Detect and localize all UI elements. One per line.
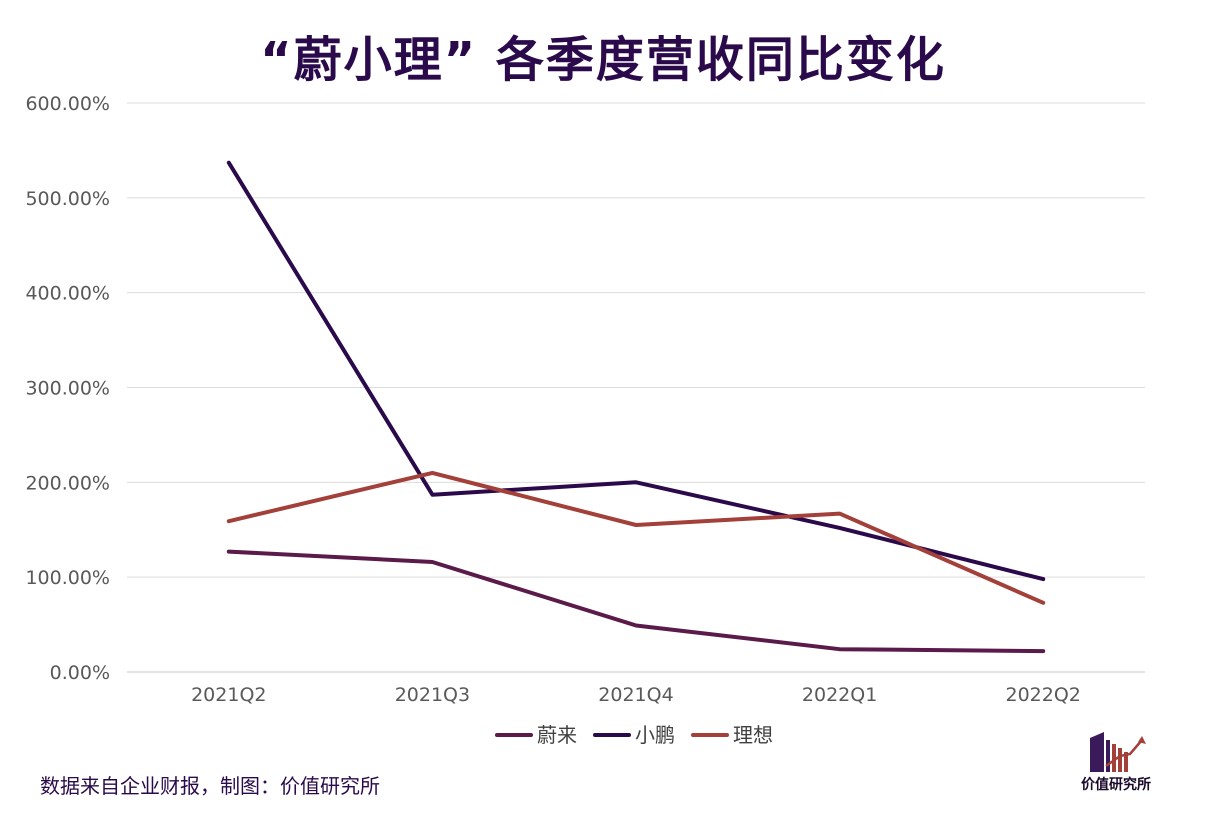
y-tick-label: 100.00% <box>25 567 110 589</box>
legend-label: 小鹏 <box>635 723 675 747</box>
y-axis-tick-labels: 0.00% 100.00% 200.00% 300.00% 400.00% 500.00%… <box>25 93 110 684</box>
chart-title: “蔚小理” 各季度营收同比变化 <box>260 32 946 88</box>
y-tick-label: 300.00% <box>25 378 110 400</box>
y-tick-label: 600.00% <box>25 93 110 115</box>
series-line <box>226 470 1046 605</box>
series-line <box>226 549 1046 654</box>
y-tick-label: 0.00% <box>50 662 110 684</box>
x-tick-label: 2021Q4 <box>598 684 673 706</box>
x-tick-label: 2022Q1 <box>802 684 877 706</box>
x-tick-label: 2021Q2 <box>191 684 266 706</box>
legend-label: 蔚来 <box>537 723 577 747</box>
series-lines <box>226 160 1046 654</box>
series-line <box>226 160 1046 582</box>
y-tick-label: 500.00% <box>25 188 110 210</box>
legend: 蔚来 小鹏 理想 <box>495 723 773 747</box>
logo-text: 价值研究所 <box>1081 777 1151 793</box>
x-axis-tick-labels: 2021Q2 2021Q3 2021Q4 2022Q1 2022Q2 <box>191 684 1081 706</box>
grid-lines <box>127 102 1145 673</box>
y-tick-label: 400.00% <box>25 283 110 305</box>
x-tick-label: 2022Q2 <box>1005 684 1080 706</box>
x-tick-label: 2021Q3 <box>395 684 470 706</box>
brand-logo: 价值研究所 <box>1076 730 1156 796</box>
logo-icon <box>1090 732 1146 772</box>
y-tick-label: 200.00% <box>25 472 110 494</box>
source-note: 数据来自企业财报，制图：价值研究所 <box>40 774 380 798</box>
legend-label: 理想 <box>733 723 773 747</box>
